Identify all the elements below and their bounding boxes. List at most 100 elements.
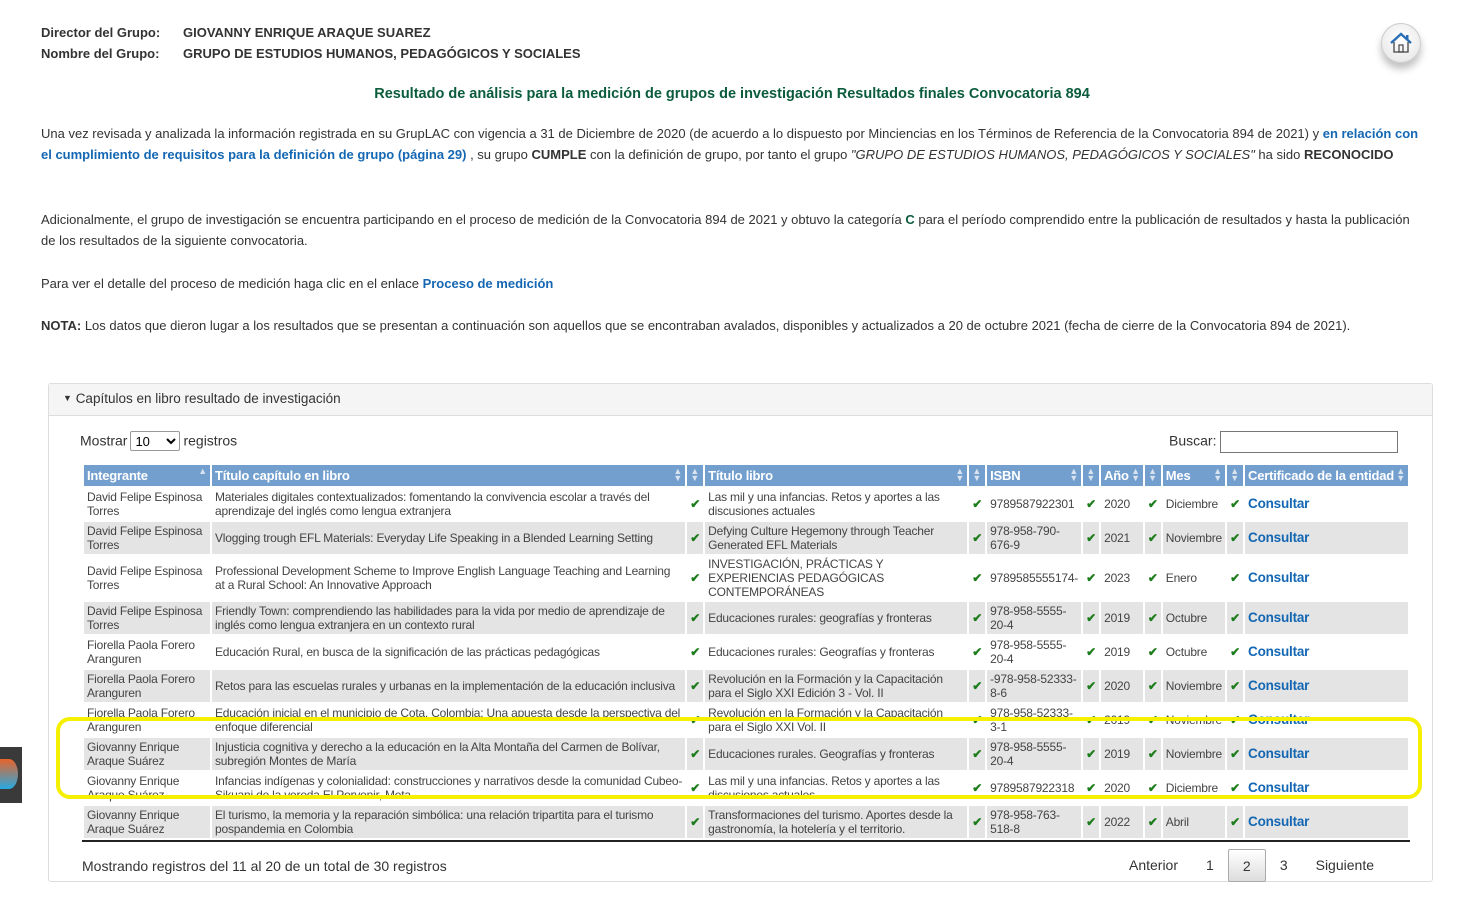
pagination-page-3[interactable]: 3 <box>1279 857 1288 873</box>
measurement-process-link[interactable]: Proceso de medición <box>422 276 554 291</box>
cell-capitulo: Educación Rural, en busca de la signific… <box>212 636 686 668</box>
requirements-link[interactable]: en relación con el cumplimiento de requi… <box>41 126 1419 162</box>
check-icon: ✔ <box>1227 704 1244 736</box>
pagination-next[interactable]: Siguiente <box>1315 857 1374 873</box>
home-button[interactable] <box>1381 23 1421 63</box>
caret-down-icon: ▼ <box>63 393 72 403</box>
sort-icon: ▲ ▼ <box>1069 466 1079 483</box>
pagination: Anterior 1 2 3 Siguiente <box>1115 849 1388 882</box>
consultar-link[interactable]: Consultar <box>1248 678 1310 693</box>
column-header[interactable]: Integrante ▲ <box>84 465 210 486</box>
table-row: David Felipe Espinosa Torres Materiales d… <box>84 488 1408 520</box>
cell-mes: Noviembre <box>1162 522 1226 554</box>
check-icon: ✔ <box>1144 704 1161 736</box>
cell-integrante: David Felipe Espinosa Torres <box>84 522 210 554</box>
column-header[interactable]: Mes ▲ ▼ <box>1162 465 1226 486</box>
check-icon: ✔ <box>687 556 704 600</box>
cell-capitulo: El turismo, la memoria y la reparación s… <box>212 806 686 838</box>
pagination-prev[interactable]: Anterior <box>1128 857 1179 873</box>
sort-column-verified[interactable]: ▲ ▼ <box>1083 465 1100 486</box>
cell-anio: 2021 <box>1101 522 1143 554</box>
check-icon: ✔ <box>1227 772 1244 804</box>
column-header[interactable]: Certificado de la entidad ▲ ▼ <box>1245 465 1408 486</box>
table-row: Fiorella Paola Forero Aranguren Educación… <box>84 636 1408 668</box>
cell-capitulo: Professional Development Scheme to Impro… <box>212 556 686 600</box>
cell-capitulo: Vlogging trough EFL Materials: Everyday … <box>212 522 686 554</box>
column-header[interactable]: ISBN ▲ ▼ <box>987 465 1082 486</box>
table-row: Giovanny Enrique Araque Suárez Infancias … <box>84 772 1408 804</box>
cell-anio: 2020 <box>1101 488 1143 520</box>
page-length-select[interactable]: 10 <box>130 431 181 451</box>
check-icon: ✔ <box>969 670 986 702</box>
cell-isbn: 978-958-5555-20-4 <box>987 602 1082 634</box>
check-icon: ✔ <box>1144 636 1161 668</box>
consultar-link[interactable]: Consultar <box>1248 712 1310 727</box>
check-icon: ✔ <box>687 602 704 634</box>
column-header[interactable]: Año ▲ ▼ <box>1101 465 1143 486</box>
consultar-link[interactable]: Consultar <box>1248 644 1310 659</box>
table-row: Giovanny Enrique Araque Suárez Injusticia… <box>84 738 1408 770</box>
pagination-page-1[interactable]: 1 <box>1206 857 1214 873</box>
consultar-link[interactable]: Consultar <box>1248 610 1310 625</box>
pagination-page-2[interactable]: 2 <box>1227 849 1266 882</box>
consultar-link[interactable]: Consultar <box>1248 814 1310 829</box>
check-icon: ✔ <box>687 488 704 520</box>
consultar-link[interactable]: Consultar <box>1248 746 1310 761</box>
cell-capitulo: Materiales digitales contextualizados: f… <box>212 488 686 520</box>
column-header[interactable]: Título capítulo en libro ▲ ▼ <box>212 465 686 486</box>
check-icon: ✔ <box>969 522 986 554</box>
consultar-link[interactable]: Consultar <box>1248 496 1310 511</box>
cell-mes: Abril <box>1162 806 1226 838</box>
check-icon: ✔ <box>1083 636 1100 668</box>
cell-libro: Defying Culture Hegemony through Teacher… <box>705 522 968 554</box>
sort-column-verified[interactable]: ▲ ▼ <box>969 465 986 486</box>
table-wrapper: Integrante ▲ Título capítulo en libro ▲ ▼ ▲ ▼ T… <box>82 463 1410 883</box>
check-icon: ✔ <box>1227 738 1244 770</box>
table-row: Giovanny Enrique Araque Suárez El turismo… <box>84 806 1408 838</box>
sort-column-verified[interactable]: ▲ ▼ <box>1144 465 1161 486</box>
sort-column-verified[interactable]: ▲ ▼ <box>687 465 704 486</box>
cell-capitulo: Infancias indígenas y colonialidad: cons… <box>212 772 686 804</box>
check-icon: ✔ <box>1083 556 1100 600</box>
cell-mes: Octubre <box>1162 602 1226 634</box>
sort-column-verified[interactable]: ▲ ▼ <box>1227 465 1244 486</box>
check-icon: ✔ <box>1083 772 1100 804</box>
cell-isbn: 978-958-52333-3-1 <box>987 704 1082 736</box>
cell-libro: Educaciones rurales: Geografías y fronte… <box>705 636 968 668</box>
paragraph-detail: Para ver el detalle del proceso de medic… <box>41 276 554 291</box>
check-icon: ✔ <box>1227 636 1244 668</box>
column-header[interactable]: Título libro ▲ ▼ <box>705 465 968 486</box>
cell-integrante: Giovanny Enrique Araque Suárez <box>84 738 210 770</box>
chapters-table: Integrante ▲ Título capítulo en libro ▲ ▼ ▲ ▼ T… <box>82 463 1410 842</box>
sort-icon: ▲ ▼ <box>690 466 700 483</box>
cell-integrante: Fiorella Paola Forero Aranguren <box>84 636 210 668</box>
check-icon: ✔ <box>1144 772 1161 804</box>
cell-capitulo: Educación inicial en el municipio de Cot… <box>212 704 686 736</box>
cell-integrante: Fiorella Paola Forero Aranguren <box>84 670 210 702</box>
page-title: Resultado de análisis para la medición d… <box>374 86 1090 102</box>
group-info: Director del Grupo: GIOVANNY ENRIQUE ARAQ… <box>41 22 581 64</box>
consultar-link[interactable]: Consultar <box>1248 780 1310 795</box>
cell-capitulo: Friendly Town: comprendiendo las habilid… <box>212 602 686 634</box>
check-icon: ✔ <box>969 556 986 600</box>
cell-anio: 2020 <box>1101 670 1143 702</box>
cell-anio: 2020 <box>1101 772 1143 804</box>
cell-libro: Revolución en la Formación y la Capacita… <box>705 670 968 702</box>
sort-icon: ▲ ▼ <box>972 466 982 483</box>
search-input[interactable] <box>1220 431 1399 453</box>
director-name: GIOVANNY ENRIQUE ARAQUE SUAREZ <box>183 25 431 40</box>
consultar-link[interactable]: Consultar <box>1248 530 1310 545</box>
check-icon: ✔ <box>1083 522 1100 554</box>
check-icon: ✔ <box>687 670 704 702</box>
sort-icon: ▲ ▼ <box>1131 466 1140 483</box>
check-icon: ✔ <box>1083 738 1100 770</box>
panel-header[interactable]: ▼ Capítulos en libro resultado de invest… <box>49 384 1432 416</box>
cell-isbn: 978-958-5555-20-4 <box>987 738 1082 770</box>
check-icon: ✔ <box>687 806 704 838</box>
consultar-link[interactable]: Consultar <box>1248 570 1310 585</box>
cell-mes: Enero <box>1162 556 1226 600</box>
cell-integrante: David Felipe Espinosa Torres <box>84 488 210 520</box>
cell-isbn: 978-958-763-518-8 <box>987 806 1082 838</box>
table-row: Fiorella Paola Forero Aranguren Educación… <box>84 704 1408 736</box>
sort-icon: ▲ ▼ <box>1086 466 1096 483</box>
